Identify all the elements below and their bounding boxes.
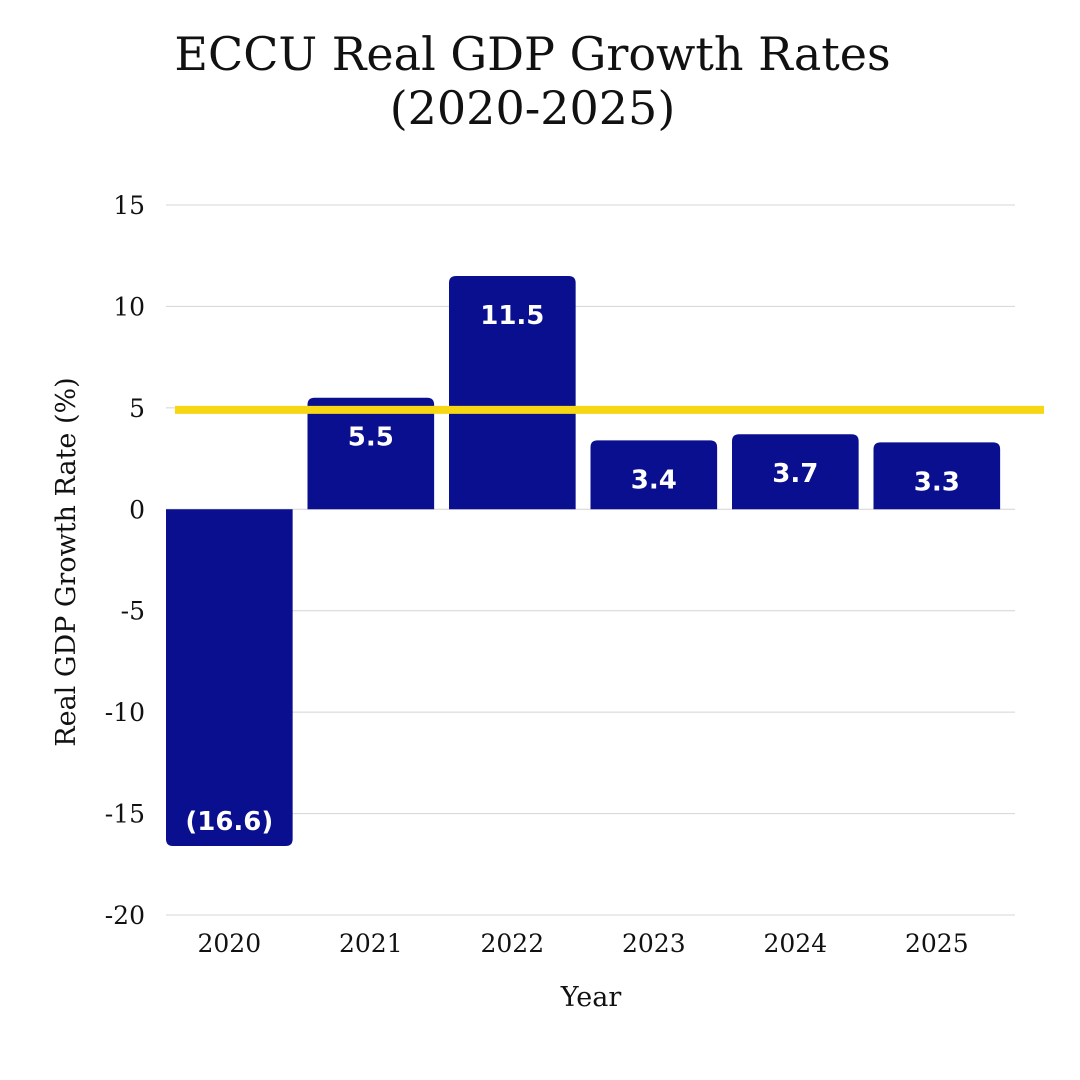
data-label-2021: 5.5 <box>348 423 394 453</box>
data-label-2024: 3.7 <box>772 459 818 489</box>
x-tick-label: 2023 <box>622 929 686 958</box>
data-label-2023: 3.4 <box>631 465 677 495</box>
bar-2025 <box>873 442 1001 510</box>
gridlines <box>166 204 1015 916</box>
data-label-2025: 3.3 <box>914 467 960 497</box>
x-tick-label: 2024 <box>764 929 828 958</box>
x-axis-title: Year <box>560 982 622 1013</box>
y-tick-label: -5 <box>121 597 145 626</box>
chart-title-line-2: (2020-2025) <box>389 81 676 135</box>
y-axis-ticks: 15 10 5 0 -5 -10 -15 -20 <box>105 191 145 930</box>
y-tick-label: 5 <box>129 394 145 423</box>
y-tick-label: -10 <box>105 698 145 727</box>
x-tick-label: 2025 <box>905 929 969 958</box>
y-axis-title: Real GDP Growth Rate (%) <box>51 377 82 746</box>
bar-2022 <box>449 276 576 510</box>
x-tick-label: 2021 <box>339 929 403 958</box>
y-tick-label: -20 <box>105 901 145 930</box>
x-axis-ticks: 2020 2021 2022 2023 2024 2025 <box>198 929 969 958</box>
y-tick-label: 0 <box>129 495 145 524</box>
bar-2023 <box>590 440 718 510</box>
data-label-2022: 11.5 <box>480 301 544 331</box>
bar-2024 <box>732 434 859 510</box>
y-tick-label: 15 <box>113 191 145 220</box>
y-tick-label: 10 <box>113 292 145 321</box>
x-tick-label: 2022 <box>481 929 545 958</box>
chart-title-line-1: ECCU Real GDP Growth Rates <box>174 27 891 81</box>
bar-2020 <box>166 509 293 847</box>
y-tick-label: -15 <box>105 800 145 829</box>
bars <box>166 276 1001 847</box>
bar-2021 <box>307 397 435 510</box>
data-label-2020: (16.6) <box>185 807 273 837</box>
data-labels: (16.6) 5.5 11.5 3.4 3.7 3.3 <box>185 301 959 837</box>
x-tick-label: 2020 <box>198 929 262 958</box>
